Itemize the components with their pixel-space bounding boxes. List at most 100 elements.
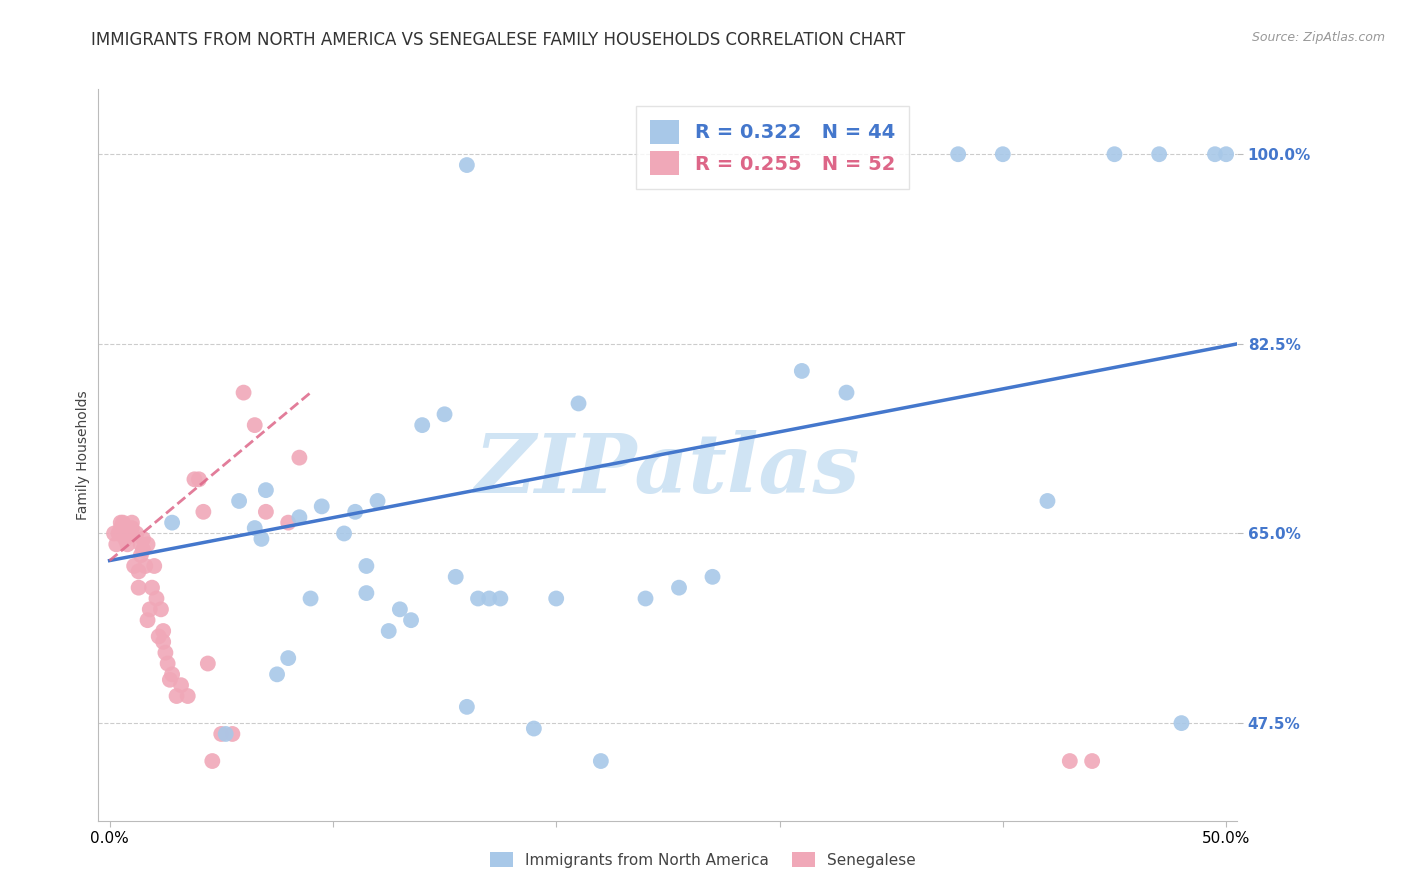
Text: Source: ZipAtlas.com: Source: ZipAtlas.com bbox=[1251, 31, 1385, 45]
Point bbox=[132, 532, 155, 546]
Point bbox=[134, 559, 156, 574]
Point bbox=[456, 699, 478, 714]
Point bbox=[456, 158, 478, 172]
Point bbox=[1081, 754, 1104, 768]
Point bbox=[141, 581, 163, 595]
Point bbox=[129, 537, 152, 551]
Point bbox=[209, 727, 232, 741]
Point bbox=[668, 581, 690, 595]
Point bbox=[160, 667, 183, 681]
Point bbox=[399, 613, 422, 627]
Point bbox=[139, 602, 162, 616]
Point bbox=[166, 689, 188, 703]
Point bbox=[110, 516, 132, 530]
Point bbox=[946, 147, 969, 161]
Point bbox=[128, 581, 150, 595]
Point bbox=[589, 754, 612, 768]
Point bbox=[215, 727, 238, 741]
Point bbox=[250, 532, 273, 546]
Point bbox=[103, 526, 125, 541]
Point bbox=[232, 385, 254, 400]
Point bbox=[156, 657, 179, 671]
Point bbox=[1147, 147, 1170, 161]
Point bbox=[790, 364, 813, 378]
Point bbox=[183, 472, 205, 486]
Point bbox=[991, 147, 1014, 161]
Point bbox=[243, 521, 266, 535]
Point bbox=[110, 521, 132, 535]
Point bbox=[277, 651, 299, 665]
Point bbox=[107, 526, 129, 541]
Point bbox=[277, 516, 299, 530]
Point bbox=[118, 526, 141, 541]
Point bbox=[478, 591, 501, 606]
Point bbox=[129, 548, 152, 562]
Point bbox=[111, 516, 134, 530]
Point bbox=[356, 559, 378, 574]
Point bbox=[159, 673, 181, 687]
Point bbox=[122, 559, 145, 574]
Point bbox=[388, 602, 411, 616]
Point bbox=[377, 624, 399, 638]
Point bbox=[152, 624, 174, 638]
Point bbox=[197, 657, 219, 671]
Point bbox=[155, 646, 177, 660]
Point bbox=[1104, 147, 1126, 161]
Point bbox=[128, 565, 150, 579]
Point bbox=[193, 505, 215, 519]
Point bbox=[1036, 494, 1059, 508]
Point bbox=[266, 667, 288, 681]
Point bbox=[221, 727, 243, 741]
Point bbox=[136, 537, 159, 551]
Point bbox=[105, 537, 128, 551]
Point bbox=[433, 407, 456, 421]
Y-axis label: Family Households: Family Households bbox=[76, 390, 90, 520]
Point bbox=[160, 516, 183, 530]
Text: IMMIGRANTS FROM NORTH AMERICA VS SENEGALESE FAMILY HOUSEHOLDS CORRELATION CHART: IMMIGRANTS FROM NORTH AMERICA VS SENEGAL… bbox=[91, 31, 905, 49]
Point bbox=[152, 635, 174, 649]
Point bbox=[121, 521, 143, 535]
Point bbox=[634, 591, 657, 606]
Point bbox=[177, 689, 200, 703]
Point bbox=[114, 532, 136, 546]
Point bbox=[114, 526, 136, 541]
Point bbox=[356, 586, 378, 600]
Point bbox=[132, 542, 155, 557]
Point bbox=[489, 591, 512, 606]
Point bbox=[367, 494, 389, 508]
Point bbox=[523, 722, 546, 736]
Point bbox=[1204, 147, 1226, 161]
Legend: Immigrants from North America, Senegalese: Immigrants from North America, Senegales… bbox=[482, 844, 924, 875]
Point bbox=[187, 472, 209, 486]
Text: ZIPatlas: ZIPatlas bbox=[475, 430, 860, 509]
Point bbox=[1170, 716, 1192, 731]
Point bbox=[1059, 754, 1081, 768]
Point bbox=[1215, 147, 1237, 161]
Point bbox=[201, 754, 224, 768]
Legend: R = 0.322   N = 44, R = 0.255   N = 52: R = 0.322 N = 44, R = 0.255 N = 52 bbox=[637, 106, 908, 189]
Point bbox=[333, 526, 356, 541]
Point bbox=[143, 559, 166, 574]
Point bbox=[567, 396, 589, 410]
Point bbox=[170, 678, 193, 692]
Point bbox=[145, 591, 167, 606]
Point bbox=[411, 418, 433, 433]
Point bbox=[254, 505, 277, 519]
Point bbox=[288, 510, 311, 524]
Point bbox=[467, 591, 489, 606]
Point bbox=[149, 602, 172, 616]
Point bbox=[546, 591, 568, 606]
Point bbox=[136, 613, 159, 627]
Point bbox=[444, 570, 467, 584]
Point bbox=[835, 385, 858, 400]
Point bbox=[125, 526, 148, 541]
Point bbox=[288, 450, 311, 465]
Point bbox=[344, 505, 367, 519]
Point bbox=[311, 500, 333, 514]
Point bbox=[148, 629, 170, 643]
Point bbox=[228, 494, 250, 508]
Point bbox=[117, 537, 139, 551]
Point bbox=[121, 516, 143, 530]
Point bbox=[299, 591, 322, 606]
Point bbox=[243, 418, 266, 433]
